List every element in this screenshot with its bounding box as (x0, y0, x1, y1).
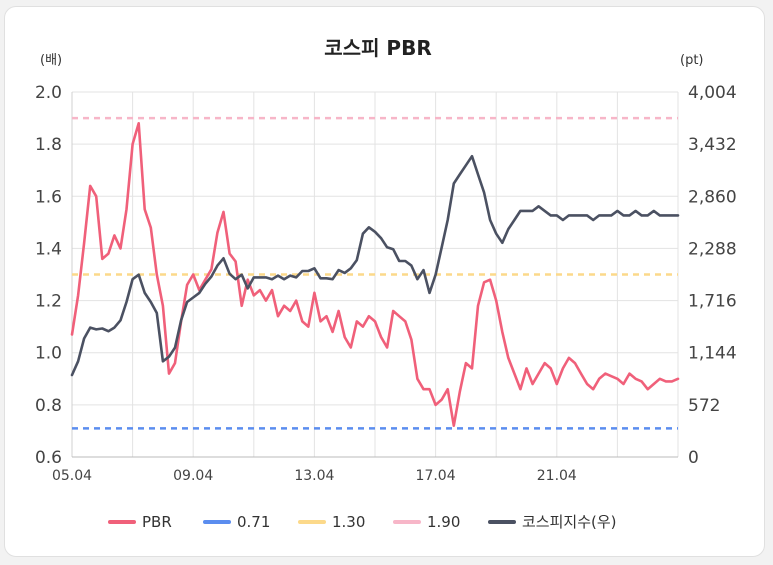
right-tick-label: 572 (688, 396, 720, 416)
right-axis-unit: (pt) (680, 53, 704, 68)
left-tick-label: 2.0 (35, 83, 62, 103)
chart-title: 코스피 PBR (324, 36, 431, 60)
right-tick-label: 1,144 (688, 344, 737, 364)
x-tick-label: 05.04 (52, 468, 92, 484)
series-lines (70, 122, 680, 428)
right-tick-label: 2,288 (688, 239, 737, 259)
right-tick-label: 4,004 (688, 83, 737, 103)
right-tick-label: 0 (688, 448, 699, 468)
right-y-axis: 4,004 3,432 2,860 2,288 1,716 1,144 572 0 (688, 83, 737, 468)
reference-lines (72, 116, 678, 430)
x-axis: 05.04 09.04 13.04 17.04 21.04 (52, 468, 577, 484)
left-tick-label: 1.8 (35, 135, 62, 155)
left-tick-label: 1.4 (35, 239, 62, 259)
x-tick-label: 21.04 (537, 468, 577, 484)
x-tick-label: 17.04 (416, 468, 456, 484)
legend-label: 코스피지수(우) (522, 513, 617, 531)
left-tick-label: 1.0 (35, 344, 62, 364)
x-tick-label: 09.04 (173, 468, 213, 484)
left-tick-label: 1.6 (35, 187, 62, 207)
legend: PBR 0.71 1.30 1.90 코스피지수(우) (108, 513, 617, 531)
left-tick-label: 0.6 (35, 448, 62, 468)
x-tick-label: 13.04 (294, 468, 334, 484)
left-tick-label: 0.8 (35, 396, 62, 416)
kospi-index-line (70, 154, 680, 377)
right-tick-label: 2,860 (688, 187, 737, 207)
left-tick-label: 1.2 (35, 292, 62, 312)
left-y-axis: 2.0 1.8 1.6 1.4 1.2 1.0 0.8 0.6 (35, 83, 62, 468)
legend-label: 1.90 (427, 513, 460, 531)
legend-label: 1.30 (332, 513, 365, 531)
right-tick-label: 1,716 (688, 292, 737, 312)
pbr-line (70, 122, 680, 428)
legend-label: PBR (142, 513, 172, 531)
right-tick-label: 3,432 (688, 135, 737, 155)
legend-label: 0.71 (237, 513, 270, 531)
left-axis-unit: (배) (40, 53, 62, 68)
